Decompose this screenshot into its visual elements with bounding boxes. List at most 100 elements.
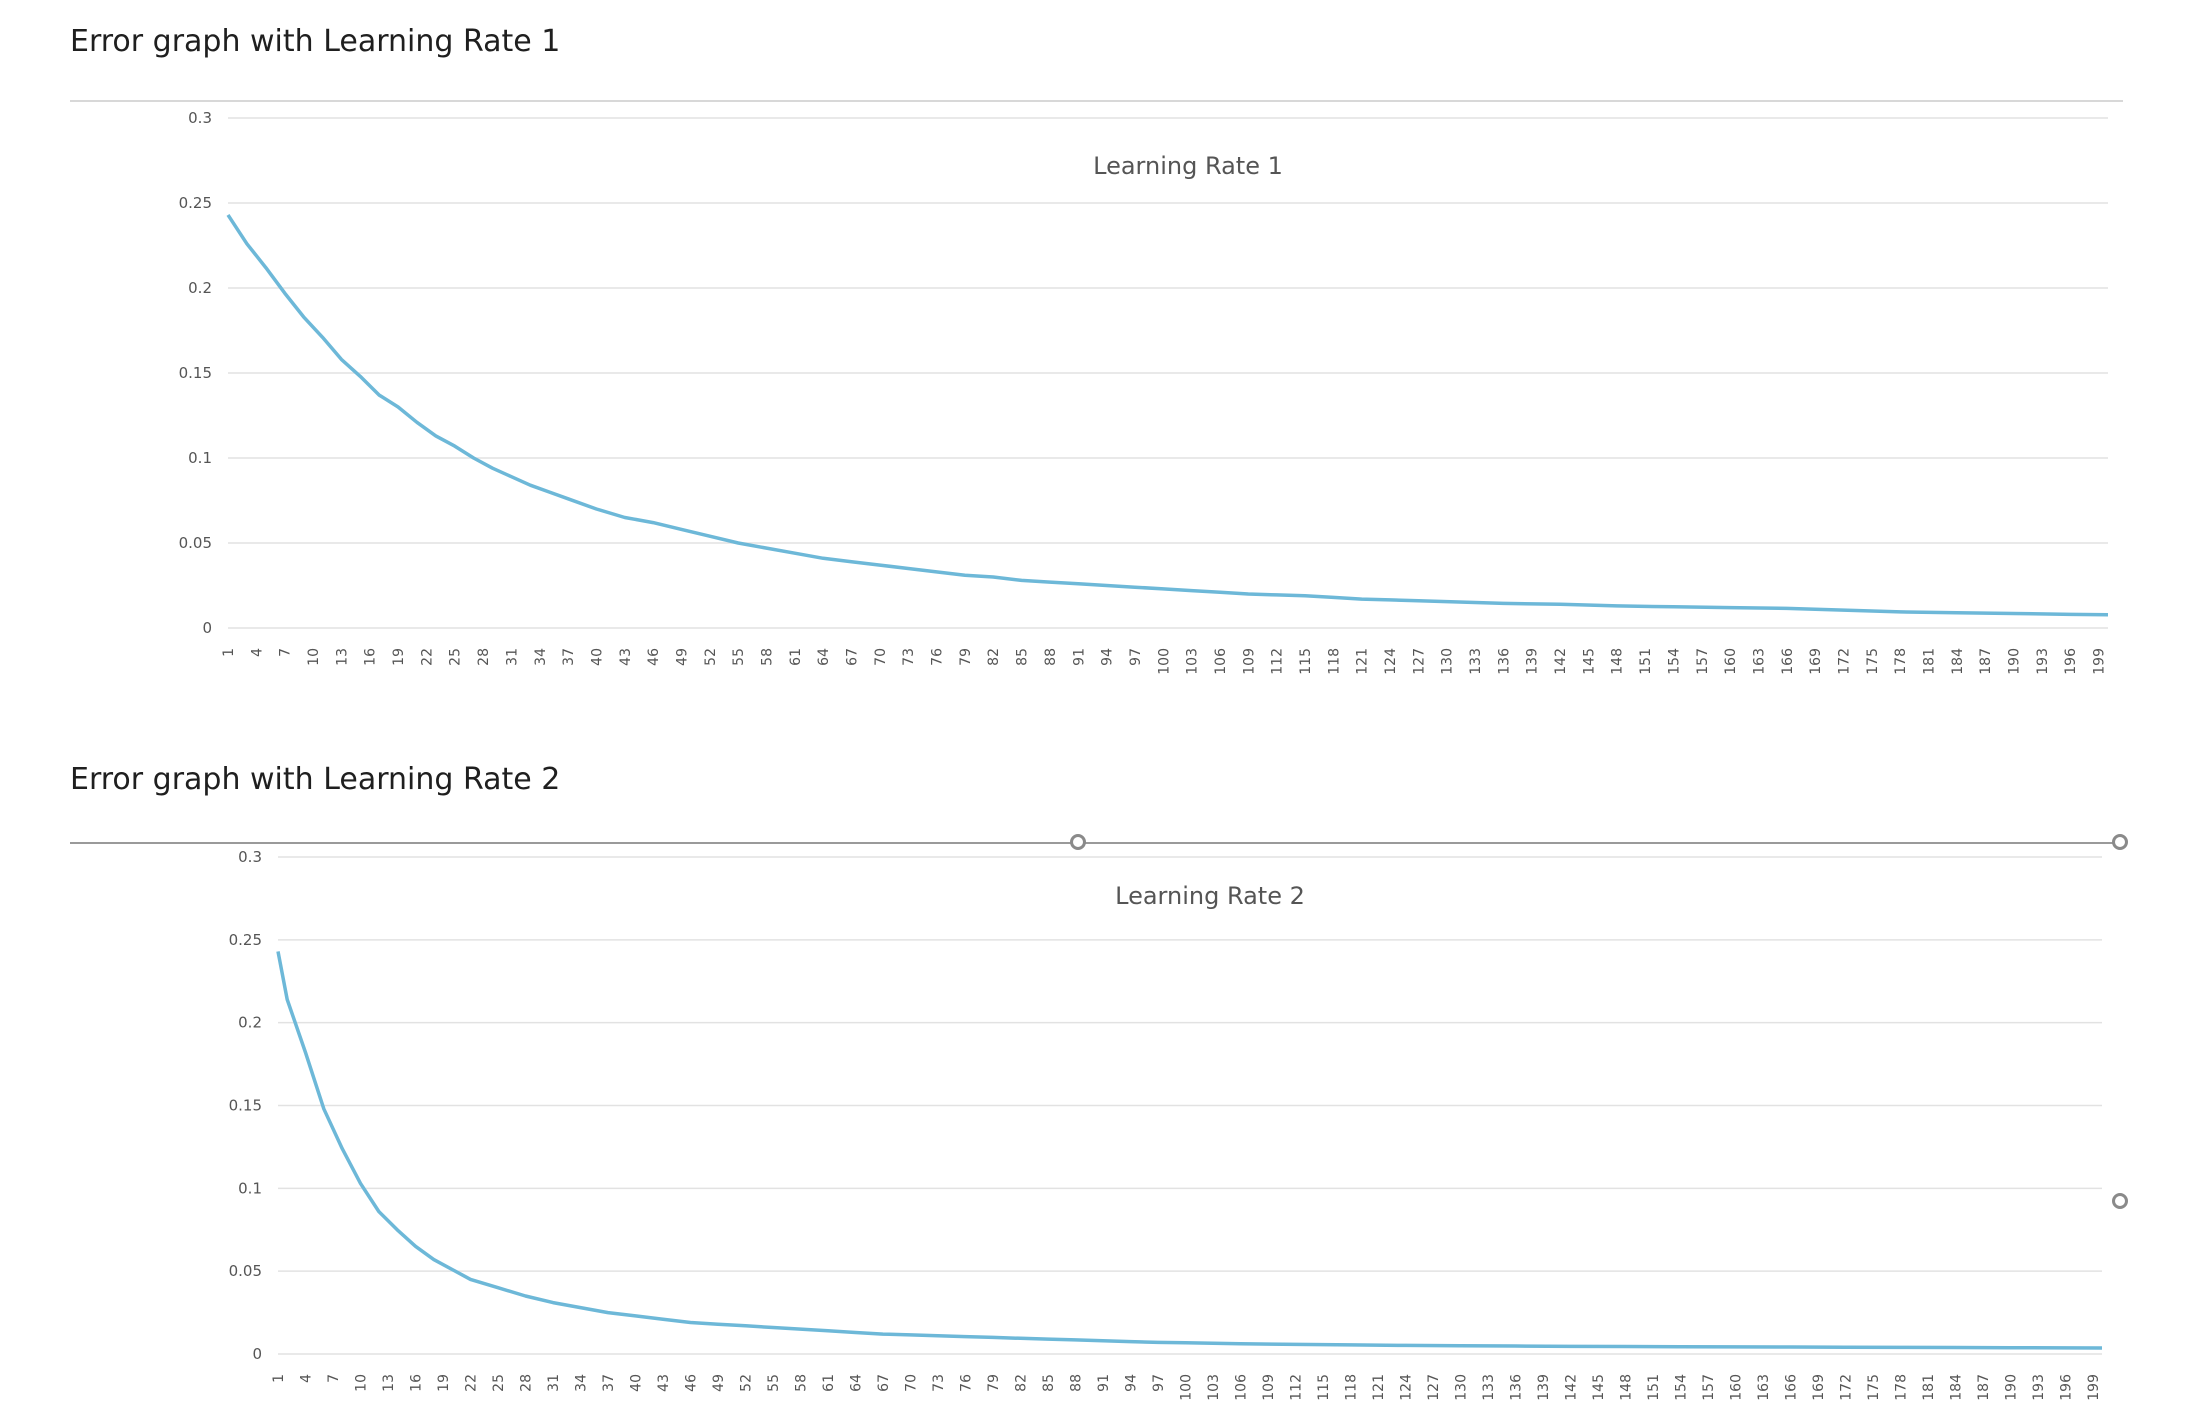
y-tick-label: 0 <box>252 1345 262 1363</box>
x-tick-label: 175 <box>1866 1374 1882 1401</box>
x-tick-label: 13 <box>381 1374 397 1392</box>
x-tick-label: 172 <box>1838 1374 1854 1401</box>
y-tick-label: 0.1 <box>188 449 212 467</box>
x-tick-label: 166 <box>1783 1374 1799 1401</box>
x-tick-label: 88 <box>1043 648 1059 666</box>
x-tick-label: 184 <box>1948 1374 1964 1401</box>
x-tick-label: 151 <box>1646 1374 1662 1401</box>
y-tick-label: 0.3 <box>188 109 212 127</box>
x-tick-label: 16 <box>408 1374 424 1392</box>
x-tick-label: 133 <box>1468 648 1484 675</box>
x-tick-label: 37 <box>561 648 577 666</box>
resize-handle-right[interactable] <box>2112 1193 2128 1209</box>
y-tick-label: 0.25 <box>229 931 262 949</box>
y-tick-label: 0.15 <box>179 364 212 382</box>
x-tick-label: 88 <box>1068 1374 1084 1392</box>
x-tick-label: 106 <box>1233 1374 1249 1401</box>
x-tick-label: 133 <box>1481 1374 1497 1401</box>
x-tick-label: 49 <box>674 648 690 666</box>
x-tick-label: 94 <box>1123 1374 1139 1392</box>
x-tick-label: 34 <box>533 648 549 666</box>
x-tick-label: 91 <box>1096 1374 1112 1392</box>
x-tick-label: 142 <box>1553 648 1569 675</box>
x-tick-label: 76 <box>930 648 946 666</box>
x-tick-label: 196 <box>2058 1374 2074 1401</box>
x-tick-label: 163 <box>1756 1374 1772 1401</box>
x-tick-label: 67 <box>876 1374 892 1392</box>
x-tick-label: 187 <box>1978 648 1994 675</box>
x-tick-label: 112 <box>1270 648 1286 675</box>
y-tick-label: 0.2 <box>238 1014 262 1032</box>
x-tick-label: 82 <box>1013 1374 1029 1392</box>
section-heading-learning-rate-1: Error graph with Learning Rate 1 <box>70 24 561 59</box>
y-tick-label: 0.05 <box>179 534 212 552</box>
x-tick-label: 43 <box>656 1374 672 1392</box>
x-tick-label: 100 <box>1178 1374 1194 1401</box>
x-tick-label: 169 <box>1808 648 1824 675</box>
x-tick-label: 121 <box>1355 648 1371 675</box>
x-tick-label: 196 <box>2063 648 2079 675</box>
x-tick-label: 157 <box>1695 648 1711 675</box>
x-tick-label: 121 <box>1371 1374 1387 1401</box>
y-tick-label: 0 <box>202 619 212 637</box>
chart-learning-rate-2: 0 0.05 0.1 0.15 0.2 0.25 0.3 1 4 7 10 13 16 19 22 25 28 3… <box>229 848 2103 1401</box>
x-tick-label: 73 <box>931 1374 947 1392</box>
x-tick-label: 190 <box>2007 648 2023 675</box>
x-tick-label: 199 <box>2092 648 2108 675</box>
x-tick-label: 55 <box>766 1374 782 1392</box>
x-tick-label: 136 <box>1508 1374 1524 1401</box>
x-tick-label: 46 <box>683 1374 699 1392</box>
x-tick-label: 19 <box>391 648 407 666</box>
x-tick-label: 109 <box>1261 1374 1277 1401</box>
x-tick-label: 37 <box>601 1374 617 1392</box>
x-tick-label: 184 <box>1950 648 1966 675</box>
x-tick-label: 148 <box>1610 648 1626 675</box>
x-tick-label: 181 <box>1921 1374 1937 1401</box>
x-tick-label: 55 <box>731 648 747 666</box>
x-tick-label: 103 <box>1185 648 1201 675</box>
x-tick-label: 100 <box>1156 648 1172 675</box>
x-tick-label: 193 <box>2031 1374 2047 1401</box>
x-tick-label: 52 <box>738 1374 754 1392</box>
x-tick-label: 136 <box>1496 648 1512 675</box>
x-tick-label: 82 <box>986 648 1002 666</box>
x-tick-label: 178 <box>1893 648 1909 675</box>
x-tick-label: 52 <box>703 648 719 666</box>
x-tick-label: 97 <box>1151 1374 1167 1392</box>
x-tick-label: 4 <box>298 1374 314 1383</box>
x-tick-label: 4 <box>249 648 265 657</box>
resize-handle-top-right[interactable] <box>2112 834 2128 850</box>
x-tick-label: 58 <box>793 1374 809 1392</box>
x-tick-label: 31 <box>504 648 520 666</box>
x-tick-label: 109 <box>1241 648 1257 675</box>
x-tick-label: 94 <box>1100 648 1116 666</box>
x-tick-label: 49 <box>711 1374 727 1392</box>
section-divider <box>70 100 2123 102</box>
x-tick-label: 142 <box>1563 1374 1579 1401</box>
x-tick-label: 64 <box>816 648 832 666</box>
x-tick-label: 190 <box>2003 1374 2019 1401</box>
x-tick-label: 172 <box>1836 648 1852 675</box>
x-tick-label: 130 <box>1440 648 1456 675</box>
y-tick-label: 0.05 <box>229 1262 262 1280</box>
x-tick-label: 145 <box>1591 1374 1607 1401</box>
x-tick-label: 151 <box>1638 648 1654 675</box>
y-tick-label: 0.15 <box>229 1097 262 1115</box>
x-tick-label: 16 <box>363 648 379 666</box>
x-tick-label: 79 <box>986 1374 1002 1392</box>
resize-handle-top[interactable] <box>1070 834 1086 850</box>
x-tick-label: 61 <box>788 648 804 666</box>
x-tick-label: 193 <box>2035 648 2051 675</box>
chart-title: Learning Rate 1 <box>1093 152 1283 180</box>
x-tick-label: 46 <box>646 648 662 666</box>
x-tick-label: 1 <box>221 648 237 657</box>
series-line <box>276 951 2103 1350</box>
y-tick-label: 0.3 <box>238 848 262 866</box>
x-tick-label: 154 <box>1666 648 1682 675</box>
x-tick-label: 187 <box>1976 1374 1992 1401</box>
x-tick-label: 175 <box>1865 648 1881 675</box>
chart-title: Learning Rate 2 <box>1115 882 1305 910</box>
x-tick-label: 160 <box>1728 1374 1744 1401</box>
x-tick-label: 139 <box>1525 648 1541 675</box>
x-tick-label: 115 <box>1298 648 1314 675</box>
